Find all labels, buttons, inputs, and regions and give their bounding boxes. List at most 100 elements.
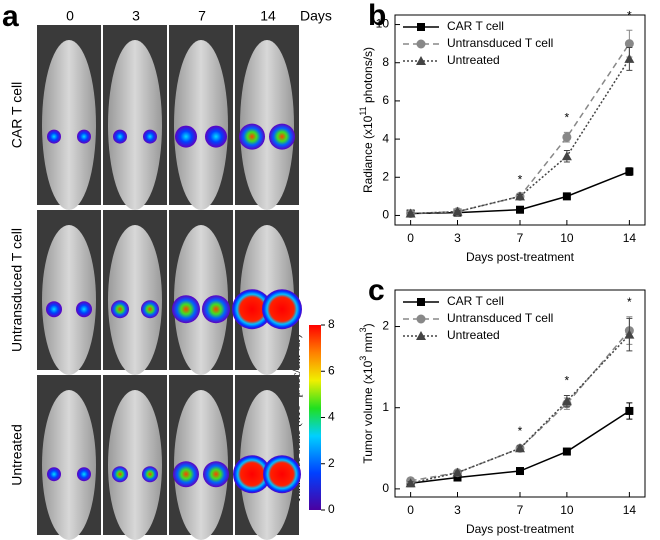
y-tick-label: 2 <box>382 169 389 183</box>
superscript: 3 <box>358 356 368 361</box>
y-tick-label: 8 <box>382 55 389 69</box>
superscript: 3 <box>358 327 368 332</box>
x-tick-label: 0 <box>407 231 414 245</box>
marker <box>562 447 571 456</box>
colorbar <box>309 325 321 510</box>
panel-label: a <box>2 0 19 33</box>
significance: * <box>518 173 523 187</box>
marker <box>516 467 524 476</box>
y-axis-label: Radiance (x1011 photons/s) <box>358 47 375 193</box>
signal <box>47 467 61 482</box>
marker <box>453 473 462 482</box>
x-tick-label: 7 <box>517 231 524 245</box>
colorbar-tick-label: 6 <box>328 363 335 377</box>
marker <box>405 208 416 218</box>
signal <box>112 466 128 483</box>
legend-label: CAR T cell <box>447 294 504 308</box>
marker <box>562 132 572 142</box>
mouse <box>42 225 96 375</box>
marker <box>405 478 416 488</box>
mouse <box>42 40 96 210</box>
signal <box>202 295 230 324</box>
marker <box>417 298 425 306</box>
signal <box>141 300 159 319</box>
significance: * <box>565 374 570 388</box>
x-tick-label: 14 <box>623 231 637 245</box>
label-part: Tumor volume (x10 <box>361 360 375 463</box>
marker <box>625 167 634 176</box>
signal <box>233 455 271 494</box>
signal <box>143 129 157 144</box>
mouse <box>42 390 96 540</box>
signal <box>172 295 200 324</box>
row-label: Untransduced T cell <box>9 228 25 352</box>
marker <box>561 396 572 406</box>
signal <box>262 289 302 330</box>
colorbar-tick-label: 8 <box>328 317 335 331</box>
superscript: 11 <box>358 106 368 115</box>
marker <box>625 406 634 415</box>
signal <box>203 461 229 488</box>
marker <box>416 331 426 340</box>
legend-label: CAR T cell <box>447 19 504 33</box>
signal <box>76 301 92 318</box>
marker <box>416 39 426 49</box>
mouse <box>108 40 162 210</box>
marker <box>417 23 425 31</box>
signal <box>47 129 61 144</box>
mouse <box>108 390 162 540</box>
x-axis-label: Days post-treatment <box>466 522 575 536</box>
row-label: CAR T cell <box>9 82 25 148</box>
x-tick-label: 7 <box>517 503 524 517</box>
days-label: Days <box>300 8 332 24</box>
x-tick-label: 0 <box>407 503 414 517</box>
label-part: mm <box>361 332 375 355</box>
day-label: 7 <box>198 8 206 24</box>
marker <box>452 206 463 216</box>
signal <box>205 125 227 148</box>
series-line <box>410 58 631 215</box>
series-line <box>410 330 630 482</box>
legend-label: Untransduced T cell <box>447 311 553 325</box>
panel-label: c <box>368 274 385 307</box>
significance: * <box>627 295 632 309</box>
legend-label: Untransduced T cell <box>447 36 553 50</box>
marker <box>624 39 634 49</box>
signal <box>77 129 91 144</box>
signal <box>175 125 197 148</box>
marker <box>624 329 635 339</box>
panel-a: a 0 3 7 14 Days CAR T cell Untransduced … <box>2 0 335 540</box>
row-label: Untreated <box>9 424 25 485</box>
series-line <box>410 334 630 484</box>
signal <box>269 123 295 150</box>
significance: * <box>518 424 523 438</box>
signal <box>173 461 199 488</box>
mouse <box>174 225 228 375</box>
signal <box>46 301 62 318</box>
legend-label: Untreated <box>447 53 500 67</box>
marker <box>416 314 426 324</box>
x-tick-label: 10 <box>560 231 574 245</box>
mouse <box>240 40 294 210</box>
x-tick-label: 3 <box>454 231 461 245</box>
marker <box>452 467 463 477</box>
legend-label: Untreated <box>447 328 500 342</box>
signal <box>113 129 127 144</box>
signal <box>239 123 265 150</box>
label-part: ) <box>361 323 375 327</box>
label-part: Radiance (x10 <box>361 115 375 193</box>
marker <box>515 191 525 201</box>
mouse <box>108 225 162 375</box>
day-label: 0 <box>66 8 74 24</box>
y-tick-label: 1 <box>382 400 389 414</box>
label-part: photons/s) <box>361 47 375 106</box>
y-tick-label: 0 <box>382 481 389 495</box>
marker <box>416 56 426 65</box>
marker <box>516 205 524 214</box>
series-line <box>410 43 630 215</box>
y-tick-label: 4 <box>382 131 389 145</box>
signal <box>232 289 272 330</box>
marker <box>515 443 525 453</box>
x-axis-label: Days post-treatment <box>466 250 575 264</box>
